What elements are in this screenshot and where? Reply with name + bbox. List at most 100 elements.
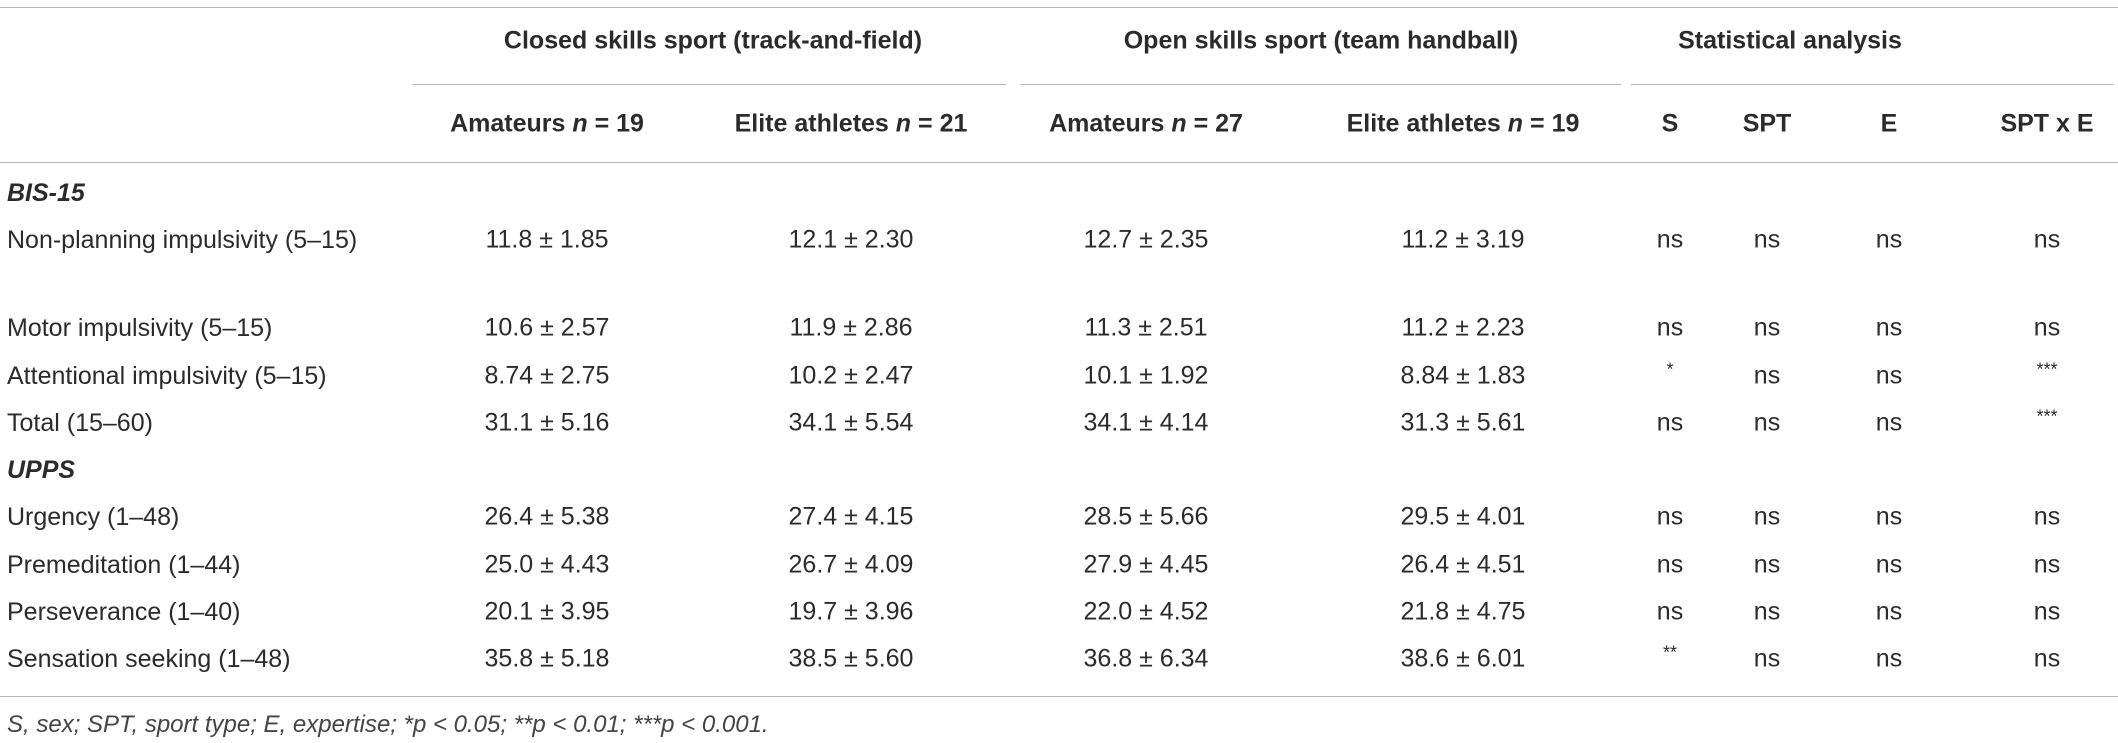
- cell: 38.5 ± 5.60: [788, 644, 914, 673]
- cell: 22.0 ± 4.52: [1083, 597, 1209, 626]
- column-group-header: Open skills sport (team handball): [1123, 26, 1519, 55]
- header-part: S: [1661, 109, 1679, 138]
- header-part: E: [1880, 109, 1898, 138]
- cell: ns: [1875, 597, 1903, 626]
- header-part: Elite athletes: [1346, 109, 1501, 138]
- section-heading: UPPS: [7, 456, 76, 484]
- header-part: SPT x E: [2000, 109, 2094, 138]
- header-part: = 19: [1530, 109, 1580, 138]
- header-part: = 21: [918, 109, 968, 138]
- header-part: n: [1171, 109, 1187, 138]
- cell: 29.5 ± 4.01: [1400, 502, 1526, 531]
- cell: 26.4 ± 4.51: [1400, 550, 1526, 579]
- header-part: = 19: [594, 109, 644, 138]
- cell: 25.0 ± 4.43: [484, 550, 610, 579]
- header-part: n: [895, 109, 912, 138]
- cell: ns: [2033, 644, 2061, 673]
- cell: ns: [1656, 550, 1684, 579]
- cell: ns: [1875, 408, 1903, 437]
- row-label: Premeditation (1–44): [7, 551, 241, 579]
- rule: [0, 162, 2118, 163]
- rule: [1631, 84, 2114, 85]
- cell: ns: [1753, 361, 1781, 390]
- row-label: Sensation seeking (1–48): [7, 645, 291, 673]
- cell: ns: [2033, 502, 2061, 531]
- cell: 28.5 ± 5.66: [1083, 502, 1209, 531]
- cell: 26.4 ± 5.38: [484, 502, 610, 531]
- column-header: Amateurs n = 27: [1049, 110, 1243, 139]
- row-label: Perseverance (1–40): [7, 598, 241, 626]
- cell: 26.7 ± 4.09: [788, 550, 914, 579]
- cell: 31.3 ± 5.61: [1400, 408, 1526, 437]
- header-part: Amateurs: [450, 109, 566, 138]
- cell: ns: [2033, 597, 2061, 626]
- cell: ns: [1656, 225, 1684, 254]
- header-part: Elite athletes: [734, 109, 889, 138]
- cell: 27.9 ± 4.45: [1083, 550, 1209, 579]
- cell: 8.74 ± 2.75: [484, 361, 610, 390]
- cell: 20.1 ± 3.95: [484, 597, 610, 626]
- cell: ns: [1753, 597, 1781, 626]
- rule: [412, 84, 1006, 85]
- row-label: Total (15–60): [7, 409, 153, 437]
- section-heading: BIS-15: [7, 179, 85, 207]
- cell: **: [1662, 642, 1678, 663]
- cell: 8.84 ± 1.83: [1400, 361, 1526, 390]
- cell: 10.1 ± 1.92: [1083, 361, 1209, 390]
- cell: 11.9 ± 2.86: [789, 313, 913, 342]
- rule: [0, 7, 2118, 8]
- cell: 11.8 ± 1.85: [485, 225, 609, 254]
- cell: ***: [2036, 406, 2058, 427]
- cell: 38.6 ± 6.01: [1400, 644, 1526, 673]
- column-group-header: Closed skills sport (track-and-field): [503, 26, 923, 55]
- cell: 11.2 ± 3.19: [1401, 225, 1525, 254]
- cell: ns: [1753, 550, 1781, 579]
- cell: ns: [1875, 502, 1903, 531]
- cell: ns: [1753, 225, 1781, 254]
- header-part: n: [1507, 109, 1524, 138]
- cell: ns: [1753, 408, 1781, 437]
- cell: ns: [1875, 361, 1903, 390]
- cell: ns: [1753, 644, 1781, 673]
- cell: ns: [1875, 225, 1903, 254]
- cell: 34.1 ± 4.14: [1083, 408, 1209, 437]
- cell: 31.1 ± 5.16: [484, 408, 610, 437]
- row-label: Urgency (1–48): [7, 503, 180, 531]
- cell: 11.3 ± 2.51: [1084, 313, 1208, 342]
- cell: ***: [2036, 359, 2058, 380]
- cell: *: [1666, 359, 1674, 380]
- cell: 12.7 ± 2.35: [1083, 225, 1209, 254]
- rule: [0, 696, 2118, 697]
- cell: 27.4 ± 4.15: [788, 502, 914, 531]
- header-part: SPT: [1742, 109, 1792, 138]
- column-header: SPT x E: [2000, 110, 2093, 139]
- cell: ns: [1875, 313, 1903, 342]
- header-part: = 27: [1193, 109, 1243, 138]
- cell: ns: [1656, 597, 1684, 626]
- footnote: S, sex; SPT, sport type; E, expertise; *…: [7, 711, 769, 738]
- column-header: SPT: [1743, 110, 1792, 139]
- cell: ns: [2033, 313, 2061, 342]
- cell: 36.8 ± 6.34: [1083, 644, 1209, 673]
- cell: 21.8 ± 4.75: [1400, 597, 1526, 626]
- row-label: Non-planning impulsivity (5–15): [7, 226, 358, 254]
- cell: ns: [1875, 644, 1903, 673]
- cell: ns: [1753, 313, 1781, 342]
- column-header: Amateurs n = 19: [450, 110, 644, 139]
- column-header: E: [1881, 110, 1898, 139]
- column-header: Elite athletes n = 19: [1347, 110, 1580, 139]
- cell: 10.2 ± 2.47: [788, 361, 914, 390]
- cell: ns: [2033, 550, 2061, 579]
- row-label: Motor impulsivity (5–15): [7, 314, 273, 342]
- cell: 35.8 ± 5.18: [484, 644, 610, 673]
- cell: 10.6 ± 2.57: [484, 313, 610, 342]
- cell: 11.2 ± 2.23: [1401, 313, 1525, 342]
- cell: ns: [1656, 313, 1684, 342]
- cell: ns: [2033, 225, 2061, 254]
- column-header: Elite athletes n = 21: [735, 110, 968, 139]
- cell: 19.7 ± 3.96: [788, 597, 914, 626]
- row-label: Attentional impulsivity (5–15): [7, 362, 327, 390]
- column-group-header: Statistical analysis: [1678, 26, 1902, 55]
- cell: ns: [1875, 550, 1903, 579]
